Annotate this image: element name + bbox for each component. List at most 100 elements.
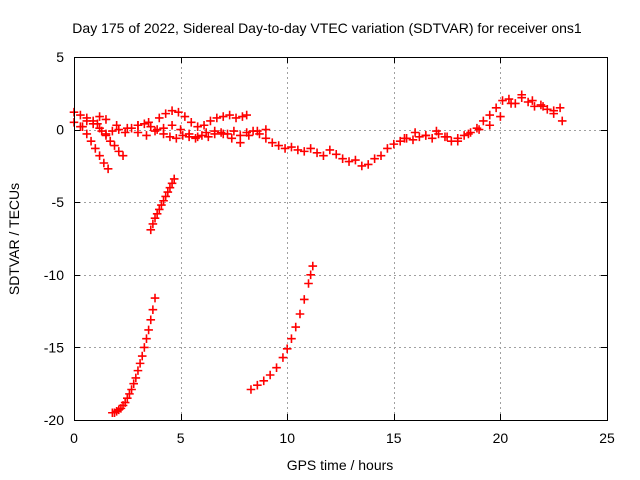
data-point	[528, 96, 537, 105]
data-point	[157, 200, 166, 210]
data-point	[306, 144, 315, 153]
data-point	[278, 353, 288, 362]
data-point	[389, 139, 399, 149]
data-point	[421, 131, 431, 140]
data-point	[133, 366, 143, 375]
data-point	[159, 196, 168, 206]
data-point	[485, 120, 495, 130]
series-arc-short	[146, 174, 179, 235]
data-point	[142, 334, 151, 343]
data-point	[172, 134, 181, 143]
x-axis-label: GPS time / hours	[287, 457, 394, 473]
data-point	[357, 161, 367, 171]
data-point	[82, 129, 92, 139]
x-tick-label: 20	[493, 430, 509, 446]
data-point	[325, 145, 335, 155]
data-point	[206, 116, 215, 126]
data-point	[114, 147, 124, 156]
y-tick-label: 5	[56, 49, 64, 65]
data-point	[351, 155, 360, 165]
data-point	[133, 120, 143, 130]
x-tick-labels: 0 5 10 15 20 25	[70, 430, 615, 446]
data-point	[227, 134, 237, 143]
data-point	[479, 116, 488, 126]
data-point	[120, 128, 130, 137]
data-point	[282, 344, 292, 354]
data-point	[344, 157, 354, 166]
data-point	[78, 122, 87, 131]
data-point	[538, 102, 548, 111]
data-point	[338, 154, 347, 163]
data-point	[244, 131, 254, 140]
series-main-band	[69, 93, 565, 171]
data-point	[103, 164, 113, 174]
data-point	[154, 205, 164, 214]
data-point	[267, 138, 277, 147]
data-point	[193, 132, 202, 142]
data-point	[140, 119, 149, 129]
data-point	[312, 148, 322, 158]
data-point	[400, 134, 409, 143]
data-point	[146, 122, 156, 131]
data-point	[235, 131, 245, 140]
data-series	[69, 90, 567, 418]
data-point	[293, 145, 303, 155]
data-point	[246, 385, 256, 394]
data-point	[308, 261, 318, 271]
data-point	[549, 109, 558, 118]
data-point	[150, 293, 160, 303]
data-point	[165, 132, 175, 142]
data-point	[150, 213, 160, 223]
data-point	[86, 136, 96, 146]
data-point	[150, 126, 160, 136]
data-point	[415, 132, 424, 142]
data-point	[274, 141, 283, 150]
x-tick-label: 5	[177, 430, 185, 446]
data-point	[144, 118, 153, 127]
data-point	[167, 106, 177, 116]
data-point	[295, 309, 305, 319]
x-tick-label: 0	[70, 430, 78, 446]
data-point	[123, 393, 132, 403]
y-axis-label: SDTVAR / TECUs	[6, 183, 22, 295]
data-point	[259, 376, 269, 386]
y-tick-label: -15	[44, 339, 64, 355]
data-point	[180, 112, 190, 121]
data-point	[265, 370, 275, 380]
data-point	[225, 110, 234, 120]
data-point	[287, 142, 296, 152]
data-point	[159, 123, 168, 133]
data-point	[331, 149, 341, 159]
data-point	[306, 270, 315, 280]
data-point	[204, 132, 213, 142]
data-point	[299, 147, 309, 156]
data-point	[144, 325, 153, 335]
data-point	[137, 351, 147, 361]
x-tick-label: 25	[599, 430, 615, 446]
data-point	[142, 131, 151, 140]
data-point	[242, 110, 251, 120]
data-point	[95, 112, 104, 121]
data-point	[231, 113, 241, 123]
data-point	[161, 192, 170, 201]
data-point	[517, 90, 527, 100]
y-tick-label: -10	[44, 267, 64, 283]
data-point	[272, 363, 281, 373]
data-point	[253, 126, 262, 136]
data-point	[235, 138, 245, 147]
data-point	[427, 134, 437, 143]
data-point	[459, 131, 469, 140]
data-point	[76, 110, 85, 120]
y-tick-label: 0	[56, 122, 64, 138]
data-point	[370, 154, 379, 163]
data-point	[99, 158, 109, 168]
data-point	[101, 131, 111, 140]
data-point	[174, 107, 183, 117]
data-point	[218, 112, 228, 121]
y-tick-label: -5	[52, 194, 65, 210]
data-point	[238, 112, 247, 121]
data-point	[498, 96, 507, 105]
data-point	[319, 151, 328, 161]
data-point	[464, 129, 473, 139]
data-point	[474, 125, 484, 134]
